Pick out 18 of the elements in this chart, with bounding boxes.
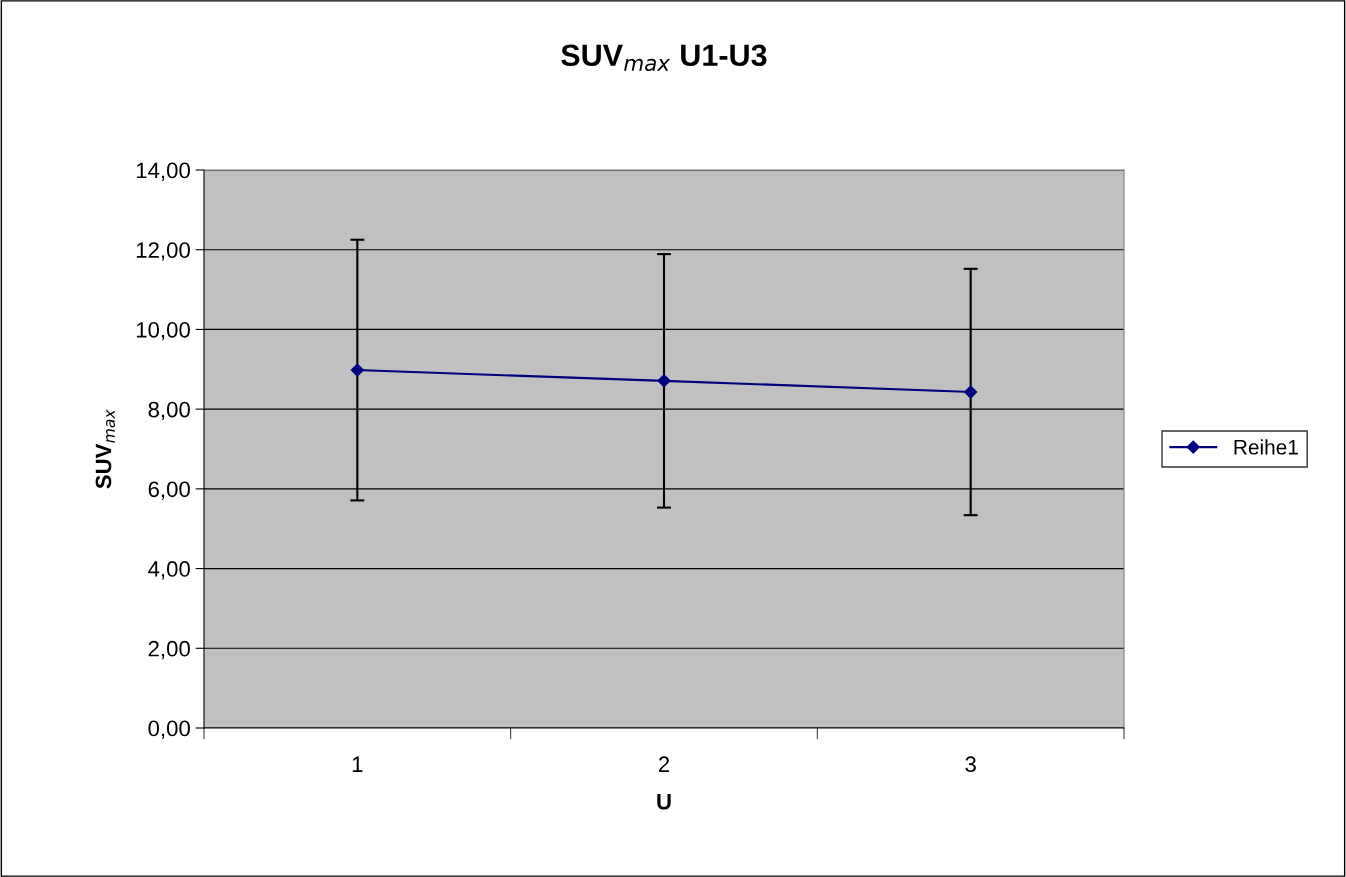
y-tick-label: 8,00 [148,401,190,421]
point [350,363,364,377]
y-tick-label: 4,00 [148,561,190,580]
legend-label: Reihe1 [1234,439,1298,455]
point [964,385,978,399]
y-tick-label: 6,00 [148,481,190,500]
y-tick-label: 12,00 [136,242,190,261]
y-tick-label: 0,00 [148,720,190,739]
point [657,374,671,388]
x-tick-label: 2 [658,756,670,772]
y-tick-label: 14,00 [136,162,190,181]
chart-title: SUV$_{max}$ U1-U3 [561,44,767,72]
x-axis-title: U [657,793,671,810]
y-axis-title: SUV$_{max}$ [95,409,115,489]
x-tick-label: 3 [965,756,976,773]
x-tick-label: 1 [352,756,363,772]
y-tick-label: 10,00 [136,321,190,341]
y-tick-label: 2,00 [148,640,190,660]
